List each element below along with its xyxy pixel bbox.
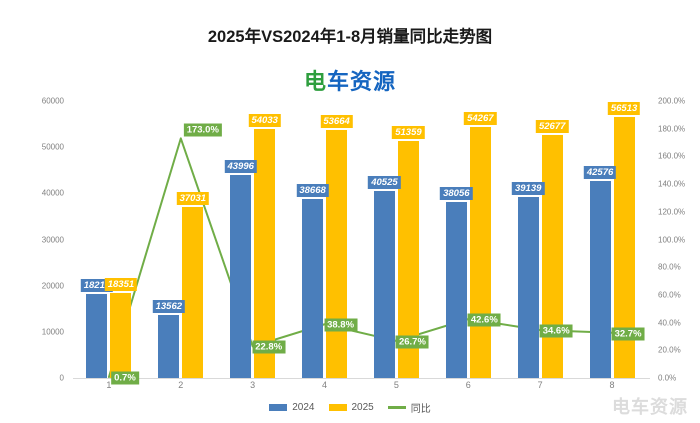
x-axis-line xyxy=(73,378,650,379)
y-axis-left-tick: 60000 xyxy=(41,96,64,106)
data-label-yoy: 38.8% xyxy=(324,318,358,332)
y-axis-right-tick: 120.0% xyxy=(658,207,686,217)
bar-2024[interactable] xyxy=(158,315,180,378)
bar-2024[interactable] xyxy=(445,202,467,378)
data-label-2025: 18351 xyxy=(104,278,138,292)
legend-label: 2025 xyxy=(351,402,374,413)
bar-2025[interactable] xyxy=(110,293,132,378)
brand-logo: 电车资源 xyxy=(0,64,700,96)
bar-2025[interactable] xyxy=(541,134,563,378)
y-axis-right-tick: 0.0% xyxy=(658,373,677,383)
plot-area: 18215 18351 0.7% 13562 37031 173.0% 43996 54033… xyxy=(73,101,648,385)
y-axis-right: 0.0% 20.0% 40.0% 60.0% 80.0% 100.0% 120.0% 140.… xyxy=(652,97,700,383)
logo-bolt-char: 电 xyxy=(303,69,327,94)
data-label-2024: 38056 xyxy=(440,187,473,201)
x-axis-label: 2 xyxy=(178,380,184,390)
data-label-2025: 52677 xyxy=(535,119,569,133)
bar-2024[interactable] xyxy=(302,199,324,378)
bar-2025[interactable] xyxy=(613,117,635,378)
y-axis-left-tick: 0 xyxy=(59,373,64,383)
legend-swatch-icon xyxy=(269,404,288,411)
legend-label: 同比 xyxy=(410,404,431,415)
data-label-2024: 38668 xyxy=(296,184,329,198)
bar-2024[interactable] xyxy=(589,181,611,378)
logo-text: 车资源 xyxy=(327,69,397,94)
data-label-2025: 56513 xyxy=(607,102,641,116)
y-axis-left-tick: 30000 xyxy=(41,235,64,244)
chart-title: 2025年VS2024年1-8月销量同比走势图 xyxy=(207,28,493,46)
data-label-2025: 53664 xyxy=(320,115,353,129)
bar-2024[interactable] xyxy=(230,174,252,378)
x-axis-label: 8 xyxy=(609,380,615,390)
x-axis-label: 3 xyxy=(250,380,256,390)
data-label-yoy: 32.7% xyxy=(611,327,645,341)
data-label-2025: 37031 xyxy=(176,192,210,206)
y-axis-right-tick: 140.0% xyxy=(658,179,686,189)
y-axis-right-tick: 180.0% xyxy=(658,124,686,134)
y-axis-left-tick: 50000 xyxy=(41,142,64,152)
data-label-2025: 54033 xyxy=(248,113,281,127)
bar-2025[interactable] xyxy=(182,207,204,378)
y-axis-left-tick: 40000 xyxy=(41,188,64,198)
legend-item-2025[interactable]: 2025 xyxy=(328,402,374,413)
x-axis-label: 7 xyxy=(537,380,543,390)
x-axis-label: 5 xyxy=(393,380,399,390)
y-axis-right-tick: 60.0% xyxy=(658,290,681,300)
legend-swatch-icon xyxy=(387,406,406,409)
bar-2025[interactable] xyxy=(469,127,491,378)
legend-swatch-icon xyxy=(328,404,347,411)
legend-item-2024[interactable]: 2024 xyxy=(269,402,315,413)
y-axis-right-tick: 20.0% xyxy=(658,345,681,355)
y-axis-left-tick: 10000 xyxy=(41,327,64,337)
data-label-yoy: 26.7% xyxy=(395,335,429,349)
x-axis-label: 6 xyxy=(465,380,471,390)
x-axis-label: 4 xyxy=(322,380,328,390)
y-axis-right-tick: 200.0% xyxy=(658,96,686,106)
y-axis-left-tick: 20000 xyxy=(41,281,64,291)
data-label-yoy: 0.7% xyxy=(111,371,139,385)
data-label-2024: 13562 xyxy=(152,300,186,314)
x-axis-label: 1 xyxy=(106,380,112,390)
legend-item-同比[interactable]: 同比 xyxy=(387,400,431,415)
data-label-yoy: 42.6% xyxy=(467,313,501,327)
bar-2025[interactable] xyxy=(326,130,348,378)
data-label-yoy: 173.0% xyxy=(183,123,222,137)
data-label-2024: 39139 xyxy=(511,182,545,196)
y-axis-left: 0 10000 20000 30000 40000 50000 60000 xyxy=(3,97,69,383)
bar-2024[interactable] xyxy=(373,190,395,378)
y-axis-right-tick: 160.0% xyxy=(658,151,686,161)
x-axis-labels: 1 2 3 4 5 6 7 8 xyxy=(73,380,648,396)
data-label-2025: 54267 xyxy=(464,112,497,126)
y-axis-right-tick: 100.0% xyxy=(658,235,686,244)
data-label-2024: 42576 xyxy=(583,166,617,180)
y-axis-right-tick: 80.0% xyxy=(658,262,681,272)
data-label-2024: 43996 xyxy=(224,159,257,173)
bar-2024[interactable] xyxy=(517,197,539,378)
bar-2024[interactable] xyxy=(86,293,108,378)
y-axis-right-tick: 40.0% xyxy=(658,318,681,328)
watermark-logo: 电车资源 xyxy=(612,397,688,417)
data-label-2024: 40525 xyxy=(368,175,401,189)
chart-legend: 2024 2025 同比 xyxy=(0,400,700,415)
data-label-yoy: 34.6% xyxy=(539,324,573,338)
data-label-2025: 51359 xyxy=(392,125,425,139)
bar-2025[interactable] xyxy=(254,128,276,378)
bar-2025[interactable] xyxy=(397,140,419,378)
legend-label: 2024 xyxy=(292,402,315,413)
data-label-yoy: 22.8% xyxy=(252,340,286,354)
